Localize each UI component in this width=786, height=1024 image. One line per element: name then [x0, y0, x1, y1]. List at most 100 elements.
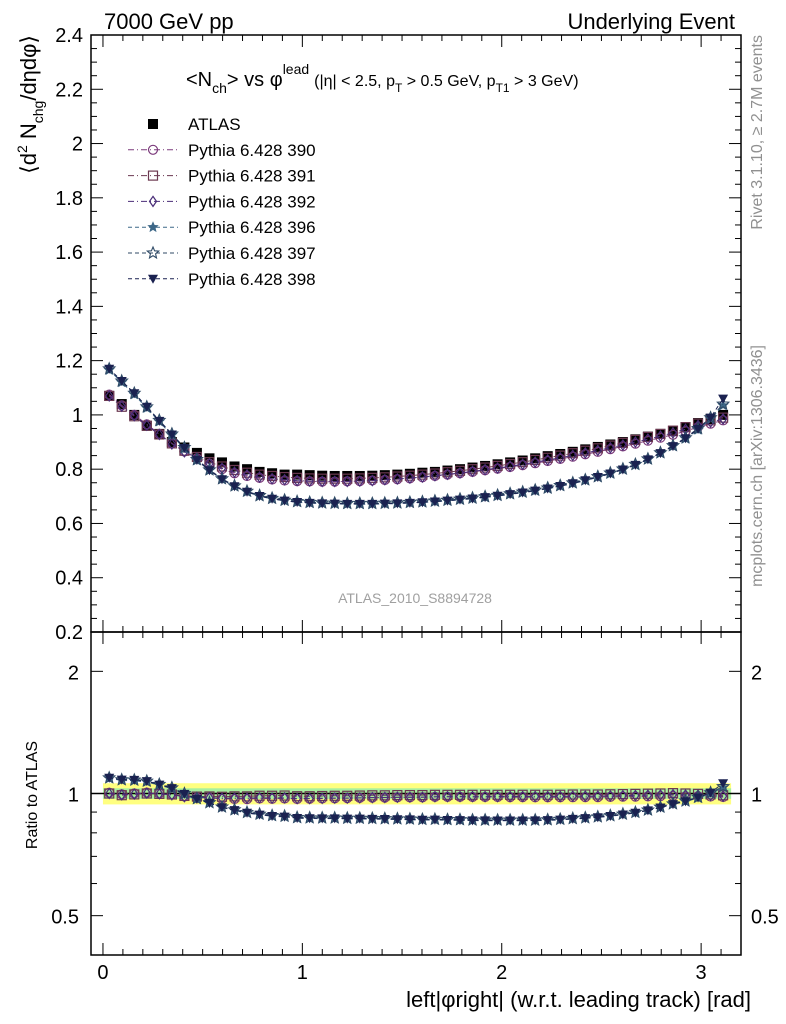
- data-point-pythia-6-428-392: [530, 456, 540, 469]
- ratio-point-pythia-6-428-391: [379, 790, 390, 801]
- data-point-pythia-6-428-392: [568, 449, 577, 462]
- ratio-point-pythia-6-428-391: [567, 789, 578, 800]
- data-point-pythia-6-428-392: [543, 453, 552, 467]
- mcplots-label: mcplots.cern.ch [arXiv:1306.3436]: [749, 345, 766, 587]
- ratio-point-pythia-6-428-392: [480, 790, 490, 803]
- data-point-pythia-6-428-392: [142, 419, 152, 432]
- ratio-point-pythia-6-428-391: [392, 789, 403, 801]
- ratio-point-pythia-6-428-391: [241, 791, 253, 802]
- data-point-pythia-6-428-392: [468, 465, 477, 478]
- data-point-pythia-6-428-392: [317, 475, 327, 488]
- data-point-atlas: [116, 399, 127, 410]
- header-right: Underlying Event: [567, 9, 735, 34]
- data-point-pythia-6-428-398: [392, 499, 403, 509]
- data-point-pythia-6-428-398: [304, 498, 315, 508]
- data-point-pythia-6-428-398: [555, 482, 566, 492]
- x-tick-label: 0: [97, 962, 108, 984]
- data-point-pythia-6-428-398: [705, 413, 716, 423]
- ratio-point-pythia-6-428-398: [667, 800, 678, 810]
- ratio-point-pythia-6-428-391: [304, 791, 315, 802]
- analysis-watermark: ATLAS_2010_S8894728: [338, 590, 492, 606]
- ratio-point-pythia-6-428-392: [142, 787, 152, 800]
- data-point-pythia-6-428-398: [517, 488, 528, 498]
- data-point-pythia-6-428-398: [279, 496, 290, 506]
- data-point-pythia-6-428-398: [480, 493, 491, 503]
- x-tick-label: 3: [696, 962, 707, 984]
- ratio-point-pythia-6-428-398: [617, 810, 628, 820]
- series-line-pythia-6-428-392: [108, 395, 724, 482]
- x-tick-label: 1: [297, 962, 308, 984]
- data-point-pythia-6-428-392: [505, 460, 515, 473]
- data-point-pythia-6-428-392: [405, 472, 415, 485]
- data-point-pythia-6-428-398: [505, 490, 516, 500]
- ratio-tick-label: 2: [68, 662, 79, 684]
- ratio-point-pythia-6-428-398: [530, 816, 541, 826]
- main-ylabel: ⟨d2 Nchg/dηdφ⟩: [14, 35, 46, 174]
- ratio-point-pythia-6-428-392: [317, 792, 327, 805]
- data-point-pythia-6-428-391: [429, 468, 441, 479]
- ratio-line-pythia-6-428-392: [109, 792, 724, 800]
- ratio-point-pythia-6-428-392: [468, 790, 477, 803]
- data-point-pythia-6-428-391: [530, 454, 541, 466]
- ratio-point-pythia-6-428-391: [592, 789, 603, 800]
- ratio-point-pythia-6-428-392: [518, 790, 527, 803]
- data-point-pythia-6-428-391: [254, 469, 265, 480]
- data-point-pythia-6-428-392: [230, 466, 239, 479]
- ratio-point-pythia-6-428-392: [292, 792, 302, 805]
- data-point-pythia-6-428-398: [292, 498, 303, 508]
- ratio-point-pythia-6-428-392: [618, 789, 628, 802]
- y-tick-label: 0.4: [55, 568, 83, 590]
- data-point-pythia-6-428-392: [493, 462, 502, 475]
- data-point-pythia-6-428-392: [618, 438, 628, 452]
- ratio-point-pythia-6-428-398: [642, 806, 653, 816]
- ratio-point-pythia-6-428-398: [379, 815, 390, 825]
- ratio-point-pythia-6-428-398: [442, 816, 453, 826]
- ratio-point-pythia-6-428-398: [116, 775, 127, 785]
- ratio-point-pythia-6-428-392: [505, 790, 515, 803]
- data-point-pythia-6-428-398: [718, 394, 729, 404]
- data-point-pythia-6-428-398: [379, 499, 390, 509]
- ratio-point-pythia-6-428-392: [242, 792, 252, 805]
- data-point-pythia-6-428-392: [443, 468, 452, 481]
- data-point-pythia-6-428-391: [241, 467, 253, 478]
- data-point-pythia-6-428-392: [656, 430, 665, 443]
- data-point-pythia-6-428-391: [317, 473, 328, 484]
- legend-marker: [148, 274, 158, 284]
- y-tick-label: 1.2: [55, 351, 83, 373]
- data-point-pythia-6-428-391: [517, 457, 528, 468]
- ratio-point-pythia-6-428-398: [267, 811, 278, 821]
- data-point-pythia-6-428-391: [542, 452, 553, 463]
- legend-label: Pythia 6.428 390: [188, 141, 316, 160]
- data-point-pythia-6-428-398: [667, 442, 678, 452]
- ratio-point-pythia-6-428-391: [367, 790, 378, 801]
- ratio-point-pythia-6-428-398: [429, 815, 440, 825]
- ratio-point-pythia-6-428-391: [279, 790, 290, 801]
- ratio-point-pythia-6-428-392: [343, 792, 352, 805]
- y-tick-label: 2.2: [55, 79, 83, 101]
- ratio-point-pythia-6-428-398: [680, 797, 691, 807]
- data-point-pythia-6-428-391: [567, 448, 578, 459]
- ratio-point-pythia-6-428-398: [417, 815, 428, 825]
- data-point-pythia-6-428-391: [505, 458, 516, 470]
- data-point-pythia-6-428-398: [417, 498, 428, 508]
- y-tick-label: 1.4: [55, 296, 83, 318]
- data-point-pythia-6-428-392: [343, 475, 352, 488]
- ratio-point-pythia-6-428-398: [404, 815, 415, 825]
- ratio-point-pythia-6-428-398: [567, 814, 578, 824]
- data-point-pythia-6-428-398: [354, 499, 365, 509]
- ratio-point-pythia-6-428-398: [367, 814, 378, 824]
- data-point-pythia-6-428-391: [229, 464, 240, 476]
- data-point-pythia-6-428-391: [417, 469, 428, 480]
- ratio-point-pythia-6-428-392: [718, 790, 728, 803]
- ratio-point-pythia-6-428-392: [280, 791, 289, 804]
- data-point-pythia-6-428-398: [429, 497, 440, 507]
- ratio-point-pythia-6-428-398: [354, 814, 365, 824]
- ratio-point-pythia-6-428-392: [543, 790, 552, 803]
- ratio-point-pythia-6-428-398: [718, 779, 729, 789]
- data-point-pythia-6-428-398: [542, 484, 553, 494]
- data-point-pythia-6-428-392: [155, 428, 164, 441]
- ratio-point-pythia-6-428-392: [305, 792, 314, 805]
- data-point-pythia-6-428-398: [442, 496, 453, 506]
- data-point-pythia-6-428-391: [580, 445, 591, 456]
- y-tick-label: 1.6: [55, 242, 83, 264]
